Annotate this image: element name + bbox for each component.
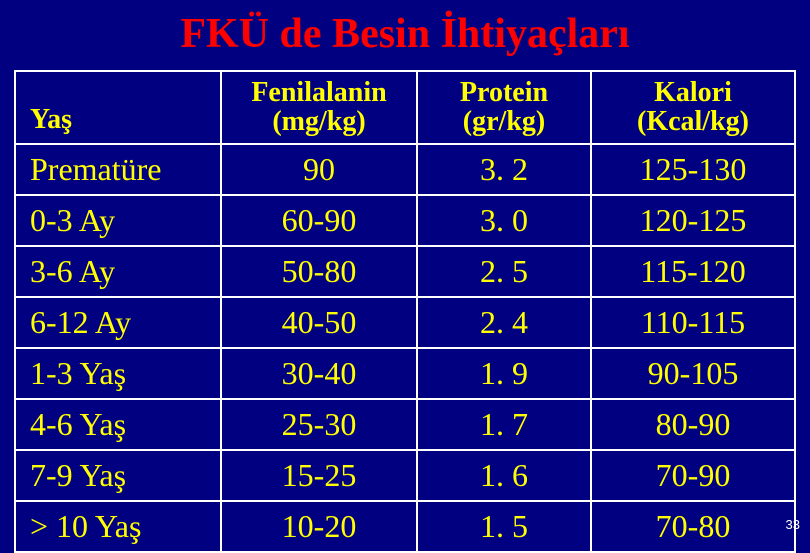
cell-age: 7-9 Yaş (15, 450, 221, 501)
cell-protein: 3. 0 (417, 195, 591, 246)
cell-phe: 25-30 (221, 399, 417, 450)
cell-age: Prematüre (15, 144, 221, 195)
cell-protein: 1. 7 (417, 399, 591, 450)
cell-kcal: 90-105 (591, 348, 795, 399)
cell-phe: 90 (221, 144, 417, 195)
table-row: 3-6 Ay 50-80 2. 5 115-120 (15, 246, 795, 297)
cell-age: 4-6 Yaş (15, 399, 221, 450)
cell-protein: 1. 5 (417, 501, 591, 552)
table-row: 4-6 Yaş 25-30 1. 7 80-90 (15, 399, 795, 450)
cell-age: 0-3 Ay (15, 195, 221, 246)
cell-kcal: 80-90 (591, 399, 795, 450)
table-body: Prematüre 90 3. 2 125-130 0-3 Ay 60-90 3… (15, 144, 795, 552)
table-row: > 10 Yaş 10-20 1. 5 70-80 (15, 501, 795, 552)
table-row: 1-3 Yaş 30-40 1. 9 90-105 (15, 348, 795, 399)
table-row: 0-3 Ay 60-90 3. 0 120-125 (15, 195, 795, 246)
cell-protein: 3. 2 (417, 144, 591, 195)
col-header-phe: Fenilalanin (mg/kg) (221, 71, 417, 144)
cell-protein: 2. 4 (417, 297, 591, 348)
cell-phe: 40-50 (221, 297, 417, 348)
slide-title: FKÜ de Besin İhtiyaçları (0, 0, 810, 70)
cell-age: 1-3 Yaş (15, 348, 221, 399)
table-row: 7-9 Yaş 15-25 1. 6 70-90 (15, 450, 795, 501)
cell-phe: 60-90 (221, 195, 417, 246)
cell-age: 3-6 Ay (15, 246, 221, 297)
table-row: 6-12 Ay 40-50 2. 4 110-115 (15, 297, 795, 348)
cell-kcal: 115-120 (591, 246, 795, 297)
cell-kcal: 125-130 (591, 144, 795, 195)
cell-kcal: 70-80 (591, 501, 795, 552)
col-header-protein: Protein (gr/kg) (417, 71, 591, 144)
cell-phe: 15-25 (221, 450, 417, 501)
table-row: Prematüre 90 3. 2 125-130 (15, 144, 795, 195)
cell-protein: 1. 9 (417, 348, 591, 399)
nutrition-table: Yaş Fenilalanin (mg/kg) Protein (gr/kg) … (14, 70, 796, 553)
cell-phe: 10-20 (221, 501, 417, 552)
cell-kcal: 110-115 (591, 297, 795, 348)
cell-age: 6-12 Ay (15, 297, 221, 348)
page-number: 33 (786, 517, 800, 532)
cell-phe: 50-80 (221, 246, 417, 297)
col-header-age: Yaş (15, 71, 221, 144)
cell-protein: 2. 5 (417, 246, 591, 297)
cell-phe: 30-40 (221, 348, 417, 399)
table-header-row: Yaş Fenilalanin (mg/kg) Protein (gr/kg) … (15, 71, 795, 144)
cell-kcal: 70-90 (591, 450, 795, 501)
cell-protein: 1. 6 (417, 450, 591, 501)
col-header-kcal: Kalori (Kcal/kg) (591, 71, 795, 144)
cell-kcal: 120-125 (591, 195, 795, 246)
cell-age: > 10 Yaş (15, 501, 221, 552)
